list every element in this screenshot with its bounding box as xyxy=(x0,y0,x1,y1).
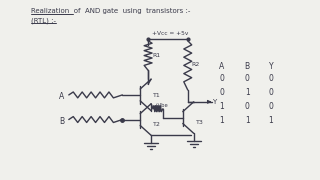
Text: R2: R2 xyxy=(192,62,200,68)
Text: T3: T3 xyxy=(196,120,204,125)
Text: 0: 0 xyxy=(245,74,250,83)
Text: A: A xyxy=(59,92,64,101)
Text: +Vcc = +5v: +Vcc = +5v xyxy=(152,31,188,36)
Text: 0: 0 xyxy=(268,102,274,111)
Text: +Vbe: +Vbe xyxy=(153,103,168,108)
Text: B: B xyxy=(59,117,64,126)
Text: B: B xyxy=(245,62,250,71)
Text: 1: 1 xyxy=(219,102,224,111)
Text: Y: Y xyxy=(212,99,217,105)
Text: 1: 1 xyxy=(269,116,273,125)
Text: 1: 1 xyxy=(245,116,250,125)
Text: A: A xyxy=(219,62,224,71)
Text: 1: 1 xyxy=(245,88,250,97)
Text: T1: T1 xyxy=(153,93,161,98)
Text: 0: 0 xyxy=(219,88,224,97)
Text: T2: T2 xyxy=(153,122,161,127)
Text: 0: 0 xyxy=(268,74,274,83)
Text: 0: 0 xyxy=(219,74,224,83)
Text: R1: R1 xyxy=(152,53,160,58)
Text: 0: 0 xyxy=(268,88,274,97)
Text: 1: 1 xyxy=(219,116,224,125)
Text: 0: 0 xyxy=(245,102,250,111)
Text: (RTL) :-: (RTL) :- xyxy=(31,17,56,24)
Text: Y: Y xyxy=(269,62,273,71)
Text: Realization  of  AND gate  using  transistors :-: Realization of AND gate using transistor… xyxy=(31,8,190,14)
